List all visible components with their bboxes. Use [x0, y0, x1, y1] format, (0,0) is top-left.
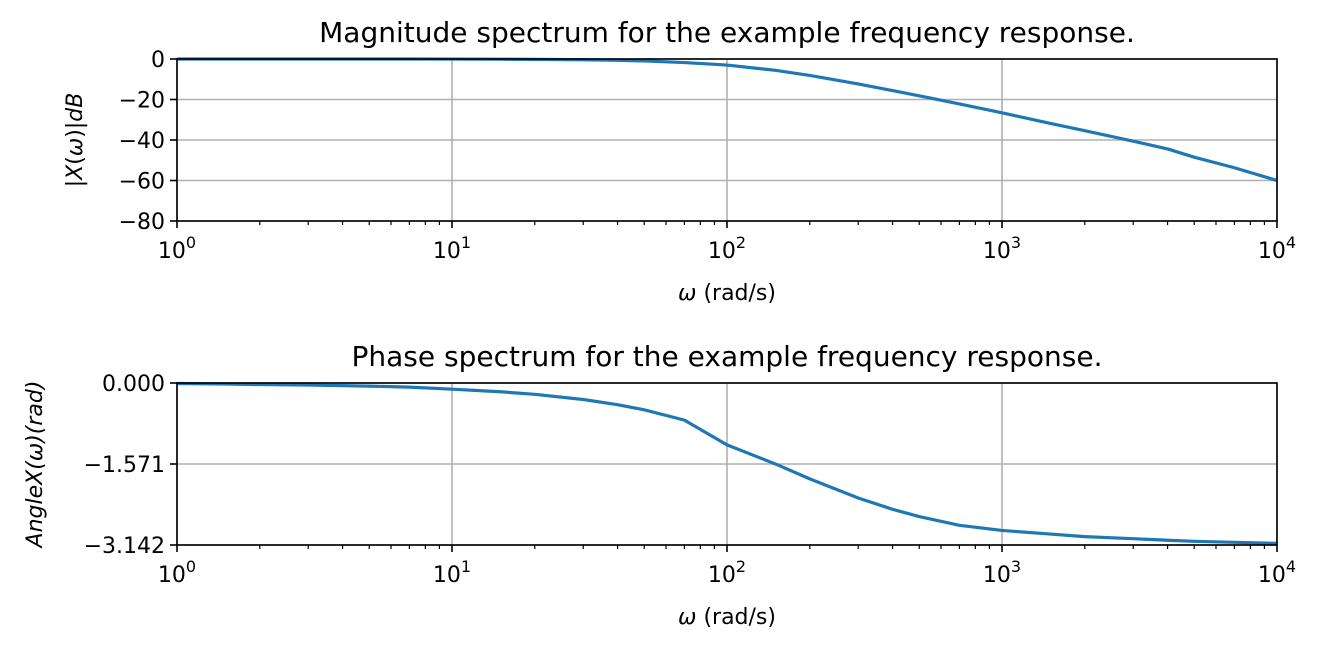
x-tick-label: 102	[708, 233, 746, 264]
y-axis-label: |X(ω)|dB	[63, 93, 88, 188]
y-tick-label: −40	[119, 129, 165, 154]
y-tick-label: −80	[119, 210, 165, 235]
y-tick-label: −20	[119, 89, 165, 114]
chart-title: Magnitude spectrum for the example frequ…	[319, 16, 1135, 49]
x-tick-label: 102	[708, 557, 746, 588]
x-axis-label: ω (rad/s)	[678, 281, 776, 306]
x-tick-label: 101	[433, 557, 471, 588]
y-tick-label: −1.571	[84, 453, 165, 478]
magnitude-subplot: 100 101 102 103 104 0 −20 −40 −60 −80 Magnitude sp…	[63, 16, 1296, 306]
y-axis-label: AngleX(ω)(rad)	[23, 381, 48, 550]
phase-subplot: 100 101 102 103 104 0.000 −1.571 −3.142 Phase sp…	[23, 340, 1296, 630]
x-tick-label: 100	[158, 233, 196, 264]
x-axis-label: ω (rad/s)	[678, 605, 776, 630]
chart-title: Phase spectrum for the example frequency…	[352, 340, 1103, 373]
x-tick-label: 103	[983, 557, 1021, 588]
x-tick-label: 104	[1258, 557, 1296, 588]
y-tick-label: −60	[119, 170, 165, 195]
y-tick-label: −3.142	[84, 534, 165, 559]
x-tick-label: 101	[433, 233, 471, 264]
y-tick-label: 0	[151, 48, 165, 73]
x-tick-label: 100	[158, 557, 196, 588]
y-tick-label: 0.000	[102, 372, 165, 397]
series-line	[176, 381, 1278, 545]
x-tick-label: 104	[1258, 233, 1296, 264]
x-tick-label: 103	[983, 233, 1021, 264]
